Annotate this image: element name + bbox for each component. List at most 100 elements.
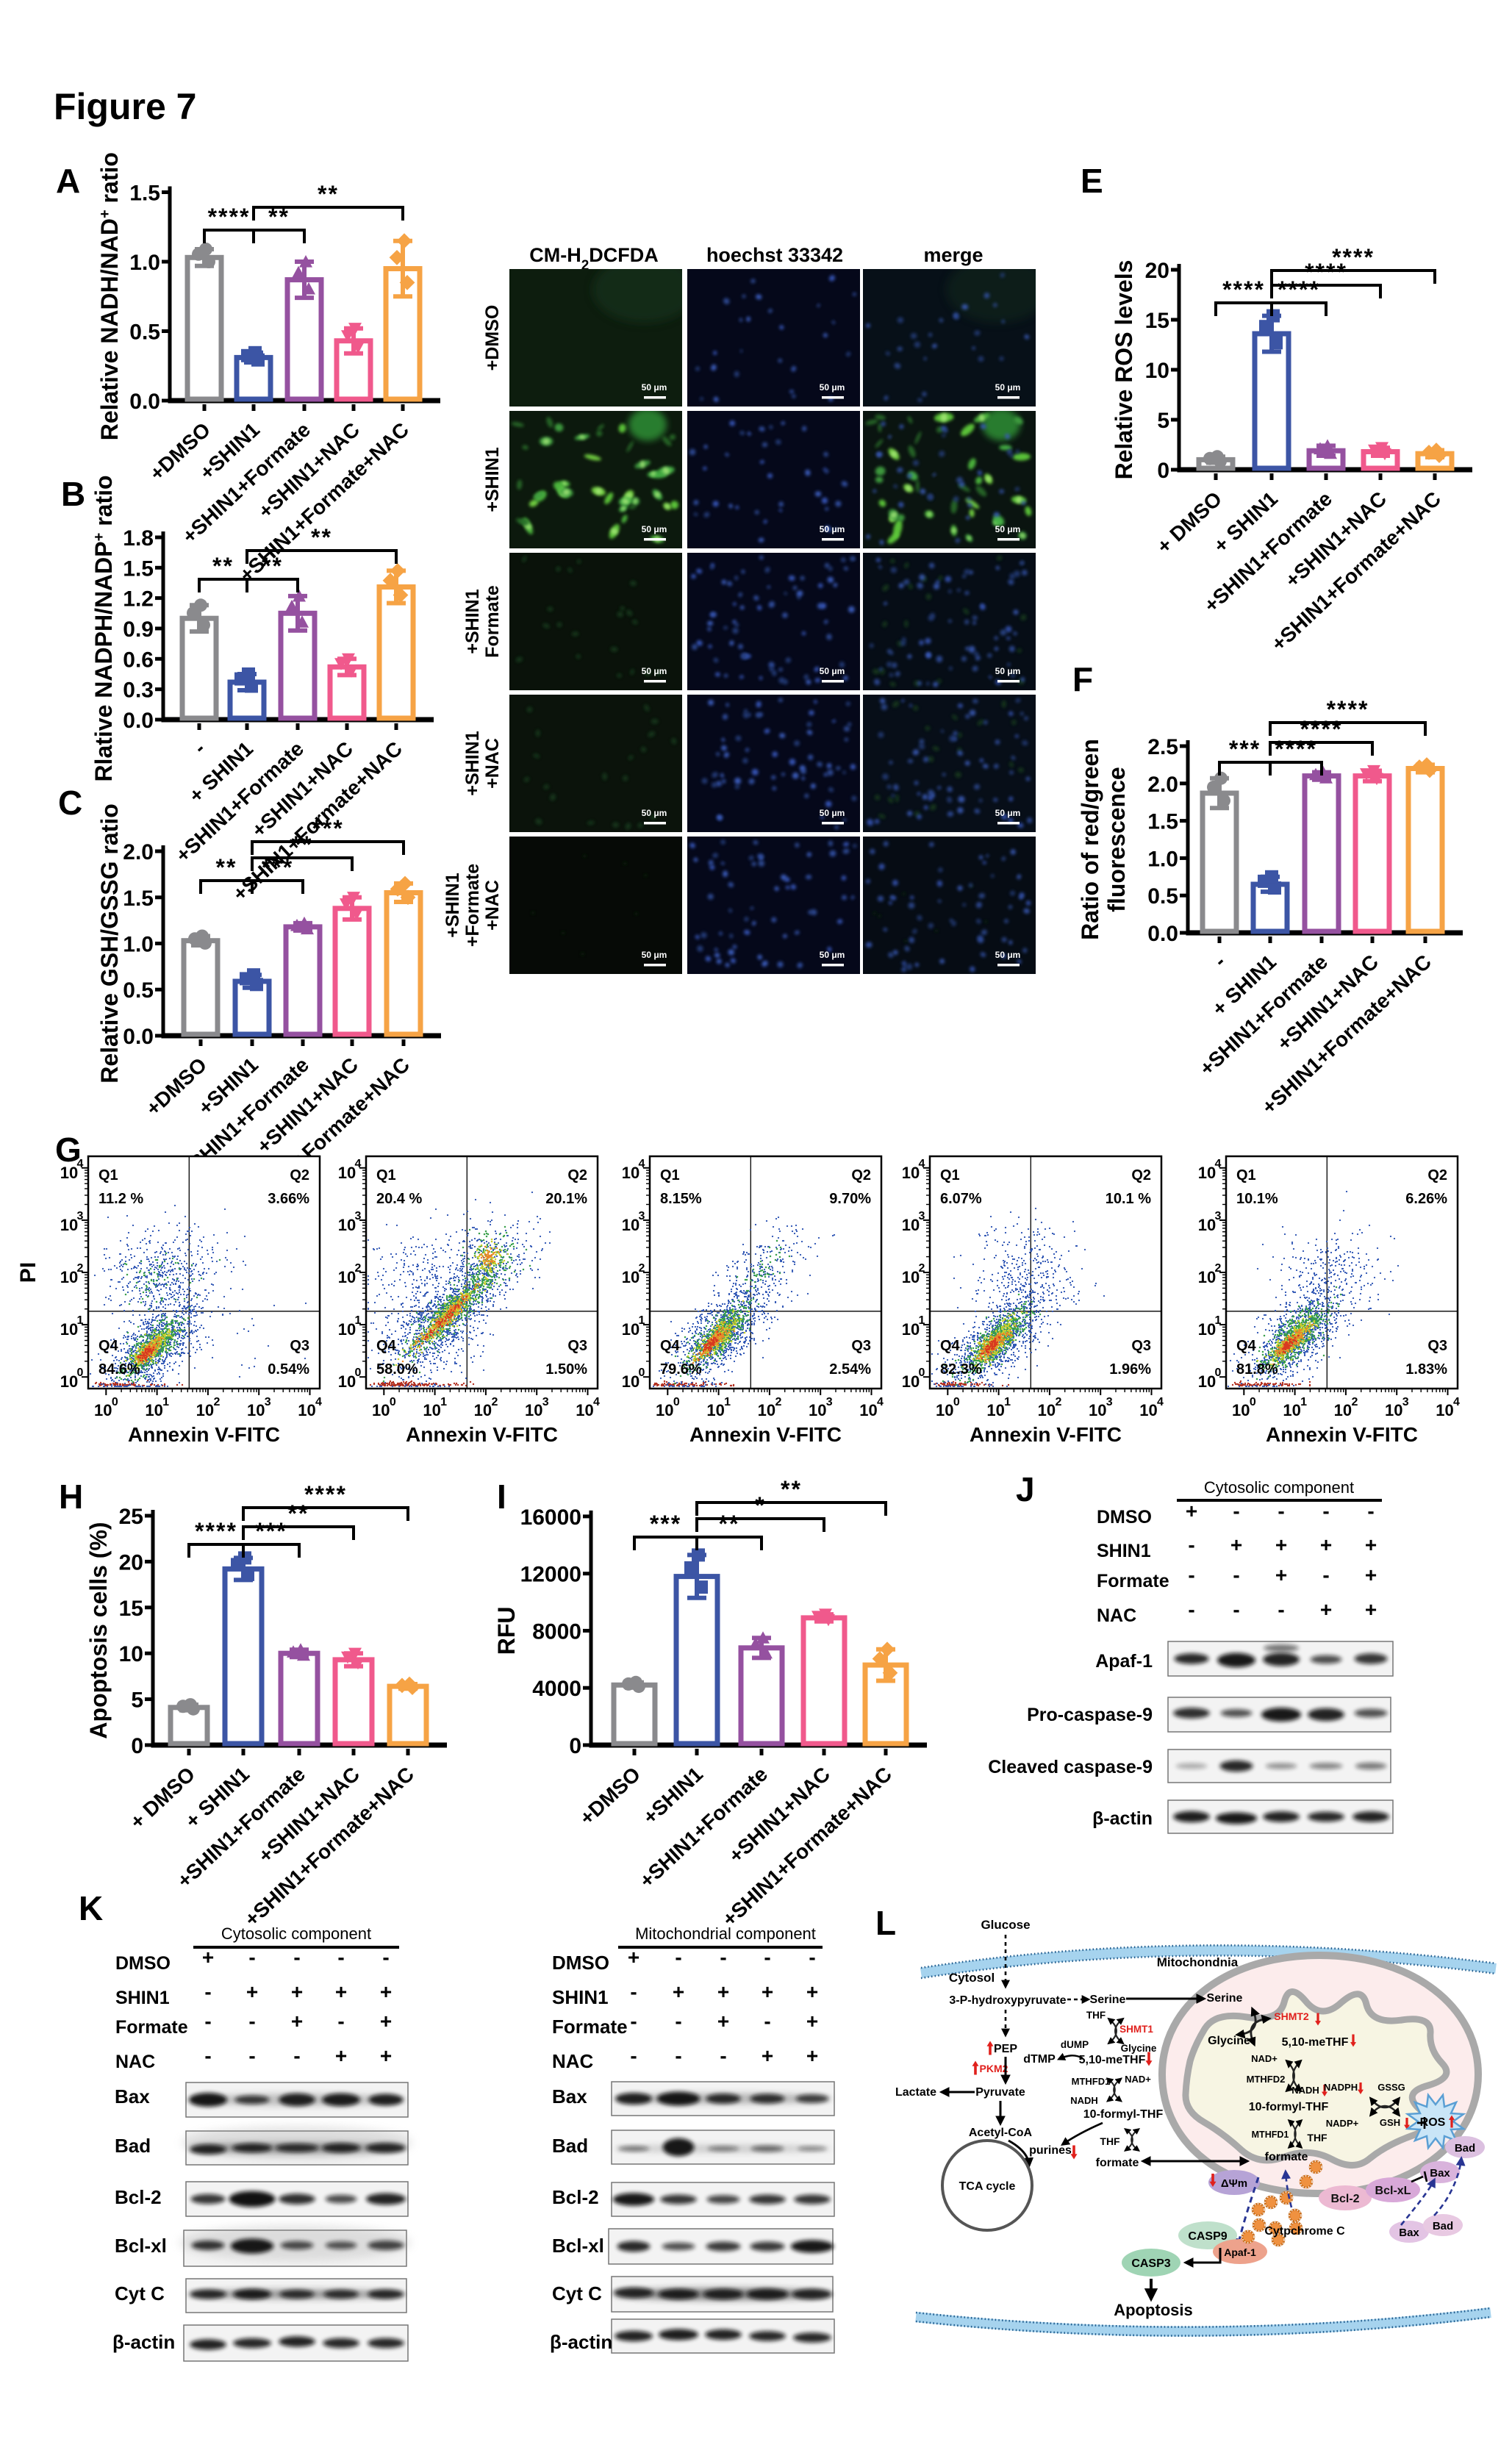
svg-text:Q3: Q3 xyxy=(1131,1338,1151,1354)
svg-text:-: - xyxy=(204,1980,211,2003)
svg-text:1.50%: 1.50% xyxy=(545,1361,587,1378)
svg-text:Pyruvate: Pyruvate xyxy=(975,2086,1025,2099)
svg-text:10.1%: 10.1% xyxy=(1236,1191,1278,1207)
svg-text:Q2: Q2 xyxy=(290,1167,309,1183)
svg-text:-: - xyxy=(1188,1598,1194,1621)
svg-text:-: - xyxy=(248,2010,255,2033)
svg-text:Bad: Bad xyxy=(1433,2220,1453,2232)
svg-text:+: + xyxy=(1186,1500,1197,1522)
svg-text:8.15%: 8.15% xyxy=(660,1191,702,1207)
svg-text:4: 4 xyxy=(1453,1396,1460,1408)
svg-text:-: - xyxy=(675,1946,681,1969)
svg-text:+: + xyxy=(380,2044,392,2067)
svg-text:Q4: Q4 xyxy=(940,1338,961,1354)
svg-text:-: - xyxy=(1233,1500,1239,1522)
svg-text:10: 10 xyxy=(298,1401,315,1419)
svg-text:+: + xyxy=(335,2044,347,2067)
svg-text:ΔΨm: ΔΨm xyxy=(1221,2177,1247,2190)
svg-text:Formate: Formate xyxy=(1097,1571,1169,1591)
svg-text:9.70%: 9.70% xyxy=(829,1191,871,1207)
svg-text:THF: THF xyxy=(1086,2010,1106,2021)
svg-text:0.9: 0.9 xyxy=(123,617,154,642)
svg-text:10: 10 xyxy=(1038,1401,1056,1419)
svg-text:2: 2 xyxy=(1215,1262,1222,1275)
svg-text:**: ** xyxy=(781,1476,802,1503)
svg-text:TCA cycle: TCA cycle xyxy=(959,2180,1016,2193)
svg-text:SHMT1: SHMT1 xyxy=(1119,2024,1153,2035)
svg-text:***: *** xyxy=(312,815,343,842)
svg-text:10: 10 xyxy=(758,1401,775,1419)
svg-text:+: + xyxy=(717,2010,729,2033)
svg-text:Bax: Bax xyxy=(1430,2167,1450,2180)
svg-text:C: C xyxy=(58,784,82,822)
svg-text:3: 3 xyxy=(1215,1210,1222,1222)
svg-text:50 μm: 50 μm xyxy=(820,808,845,818)
svg-text:0: 0 xyxy=(953,1396,960,1408)
svg-text:Q3: Q3 xyxy=(1427,1338,1447,1354)
svg-text:0: 0 xyxy=(919,1367,925,1379)
svg-text:25: 25 xyxy=(119,1505,143,1529)
svg-text:Cyt C: Cyt C xyxy=(552,2282,602,2304)
svg-text:1.96%: 1.96% xyxy=(1109,1361,1151,1378)
svg-text:10: 10 xyxy=(1198,1372,1216,1391)
svg-text:-: - xyxy=(293,2044,300,2067)
svg-text:6.07%: 6.07% xyxy=(940,1191,982,1207)
svg-text:NAC: NAC xyxy=(552,2050,594,2072)
svg-text:Serine: Serine xyxy=(1207,1992,1243,2005)
svg-text:+: + xyxy=(1275,1564,1287,1586)
svg-text:3: 3 xyxy=(639,1210,645,1222)
svg-text:+: + xyxy=(1320,1598,1332,1621)
svg-text:10-formyl-THF: 10-formyl-THF xyxy=(1083,2108,1164,2121)
svg-text:Bad: Bad xyxy=(1455,2142,1475,2155)
svg-text:PI: PI xyxy=(16,1262,40,1283)
svg-text:10: 10 xyxy=(338,1320,356,1339)
svg-text:10: 10 xyxy=(902,1268,920,1286)
svg-text:1: 1 xyxy=(919,1314,925,1327)
svg-text:+: + xyxy=(380,2010,392,2033)
svg-text:-: - xyxy=(764,2010,770,2033)
svg-text:L: L xyxy=(875,1904,896,1942)
svg-text:Bcl-xl: Bcl-xl xyxy=(115,2235,167,2257)
svg-text:+: + xyxy=(380,1980,392,2003)
svg-text:NAD+: NAD+ xyxy=(1125,2074,1151,2085)
svg-text:I: I xyxy=(497,1478,506,1516)
svg-text:Relative ROS levels: Relative ROS levels xyxy=(1111,260,1137,480)
svg-text:*: * xyxy=(755,1492,765,1519)
svg-text:0.0: 0.0 xyxy=(129,390,160,414)
svg-text:3: 3 xyxy=(1106,1396,1113,1408)
svg-text:Bad: Bad xyxy=(115,2135,151,2157)
svg-text:F: F xyxy=(1072,660,1093,698)
svg-text:50 μm: 50 μm xyxy=(820,666,845,676)
svg-text:0: 0 xyxy=(355,1367,362,1379)
svg-text:4: 4 xyxy=(355,1158,362,1170)
svg-text:SHMT2: SHMT2 xyxy=(1274,2010,1309,2022)
svg-text:50 μm: 50 μm xyxy=(642,950,667,960)
svg-text:SHIN1: SHIN1 xyxy=(552,1986,609,2008)
svg-text:2.54%: 2.54% xyxy=(829,1361,871,1378)
svg-text:***: *** xyxy=(255,1518,287,1544)
svg-text:***: *** xyxy=(650,1511,681,1537)
svg-text:10: 10 xyxy=(338,1164,356,1182)
svg-text:**: ** xyxy=(262,553,283,579)
svg-text:****: **** xyxy=(1278,276,1320,303)
svg-text:20: 20 xyxy=(119,1550,143,1575)
svg-text:Mitochondnia: Mitochondnia xyxy=(1157,1955,1239,1969)
svg-text:10: 10 xyxy=(60,1164,78,1182)
svg-text:0.5: 0.5 xyxy=(123,978,154,1003)
svg-text:Lactate: Lactate xyxy=(895,2086,936,2099)
svg-text:0: 0 xyxy=(673,1396,680,1408)
svg-text:Cytpchrome C: Cytpchrome C xyxy=(1264,2225,1345,2238)
svg-text:Annexin V-FITC: Annexin V-FITC xyxy=(128,1423,280,1446)
svg-text:+: + xyxy=(1365,1533,1377,1556)
svg-text:Serine: Serine xyxy=(1090,1994,1126,2006)
svg-text:3: 3 xyxy=(919,1210,925,1222)
svg-text:4: 4 xyxy=(1215,1158,1222,1170)
svg-text:Bcl-xL: Bcl-xL xyxy=(1375,2185,1411,2197)
svg-text:NADPH: NADPH xyxy=(1324,2082,1358,2093)
svg-text:+: + xyxy=(1230,1533,1242,1556)
svg-text:Bcl-2: Bcl-2 xyxy=(1330,2193,1359,2205)
svg-text:Apoptosis: Apoptosis xyxy=(1114,2301,1193,2319)
svg-text:Q3: Q3 xyxy=(290,1338,309,1354)
svg-text:10: 10 xyxy=(474,1401,492,1419)
svg-text:4: 4 xyxy=(1157,1396,1164,1408)
